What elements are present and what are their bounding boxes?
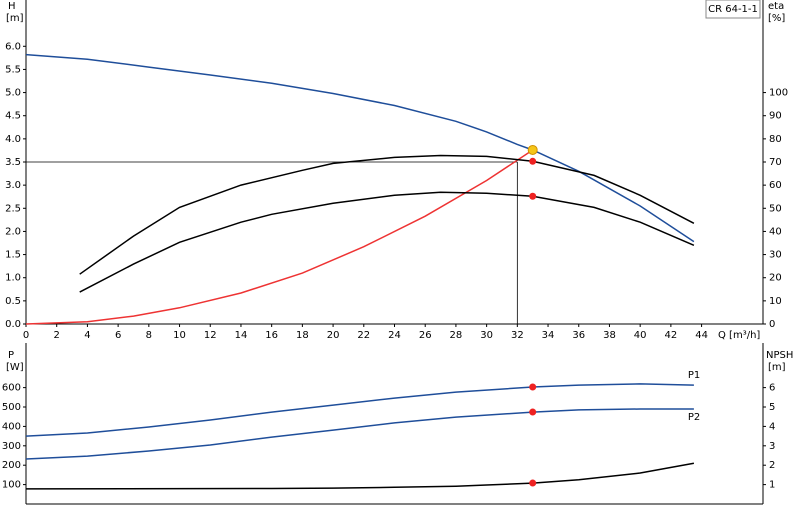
series-line: [79, 191, 695, 293]
x-tick-label: 20: [327, 330, 340, 341]
x-tick-label: 34: [542, 330, 555, 341]
y2-axis-label: eta: [768, 1, 784, 12]
y2-tick-label: 20: [769, 273, 782, 284]
y2-tick-label: 4: [769, 421, 775, 432]
x-tick-label: 22: [357, 330, 370, 341]
series-line: [25, 53, 695, 243]
x-tick-label: 30: [480, 330, 493, 341]
y-tick-label: 200: [2, 460, 21, 471]
y-tick-label: 400: [2, 421, 21, 432]
x-tick-label: 12: [204, 330, 217, 341]
y2-axis-unit: [%]: [768, 13, 785, 24]
y2-tick-label: 70: [769, 157, 782, 168]
y-tick-label: 3.0: [5, 180, 21, 191]
operating-point: [529, 479, 537, 487]
y2-tick-label: 90: [769, 111, 782, 122]
y-tick-label: 100: [2, 480, 21, 491]
series-line: [25, 383, 694, 437]
x-tick-label: 8: [146, 330, 152, 341]
y-tick-label: 3.5: [5, 157, 21, 168]
x-tick-label: 0: [23, 330, 29, 341]
x-tick-label: 2: [54, 330, 60, 341]
y-tick-label: 600: [2, 383, 21, 394]
y2-tick-label: 1: [769, 480, 775, 491]
x-axis-label: Q [m³/h]: [718, 330, 760, 341]
y2-tick-label: 3: [769, 441, 775, 452]
y2-axis-label: NPSH: [766, 350, 793, 361]
y-tick-label: 5.0: [5, 88, 21, 99]
y-tick-label: 2.5: [5, 203, 21, 214]
y2-tick-label: 60: [769, 180, 782, 191]
y2-tick-label: 2: [769, 460, 775, 471]
series-line: [25, 149, 534, 325]
x-tick-label: 6: [115, 330, 121, 341]
series-label: P1: [688, 370, 700, 381]
x-tick-label: 14: [235, 330, 248, 341]
y-tick-label: 5.5: [5, 64, 21, 75]
y2-axis-unit: [m]: [768, 362, 786, 373]
x-tick-label: 4: [84, 330, 90, 341]
x-tick-label: 36: [572, 330, 585, 341]
y-tick-label: 2.0: [5, 226, 21, 237]
y2-tick-label: 50: [769, 203, 782, 214]
y2-tick-label: 100: [769, 88, 788, 99]
y-tick-label: 1.0: [5, 273, 21, 284]
x-tick-label: 44: [695, 330, 708, 341]
y-tick-label: 500: [2, 402, 21, 413]
y-axis-label: H: [8, 1, 16, 12]
y-tick-label: 4.0: [5, 134, 21, 145]
y2-tick-label: 0: [769, 319, 775, 330]
x-tick-label: 18: [296, 330, 309, 341]
operating-point: [529, 157, 537, 165]
y-axis-unit: [W]: [6, 362, 24, 373]
y2-tick-label: 40: [769, 226, 782, 237]
series-line: [79, 154, 695, 275]
series-label: P2: [688, 412, 700, 423]
x-tick-label: 16: [265, 330, 278, 341]
y2-tick-label: 5: [769, 402, 775, 413]
x-tick-label: 24: [388, 330, 401, 341]
x-tick-label: 32: [511, 330, 524, 341]
y-tick-label: 4.5: [5, 111, 21, 122]
series-line: [25, 462, 695, 490]
x-tick-label: 10: [173, 330, 186, 341]
operating-point: [527, 144, 538, 155]
x-tick-label: 40: [634, 330, 647, 341]
y2-tick-label: 80: [769, 134, 782, 145]
y-tick-label: 0.0: [5, 319, 21, 330]
y-axis-label: P: [8, 350, 14, 361]
x-tick-label: 38: [603, 330, 616, 341]
y-axis-unit: [m]: [6, 13, 24, 24]
operating-point: [529, 192, 537, 200]
y-tick-label: 0.5: [5, 296, 21, 307]
y-tick-label: 1.5: [5, 250, 21, 261]
operating-point: [529, 408, 537, 416]
y2-tick-label: 10: [769, 296, 782, 307]
series-line: [25, 408, 694, 460]
operating-point: [529, 383, 537, 391]
y2-tick-label: 30: [769, 250, 782, 261]
title-box: [705, 0, 761, 19]
chart-title: CR 64-1-1: [708, 4, 758, 15]
y-tick-label: 6.0: [5, 41, 21, 52]
x-tick-label: 28: [450, 330, 463, 341]
x-tick-label: 26: [419, 330, 432, 341]
y2-tick-label: 6: [769, 383, 775, 394]
y-tick-label: 300: [2, 441, 21, 452]
x-tick-label: 42: [665, 330, 678, 341]
